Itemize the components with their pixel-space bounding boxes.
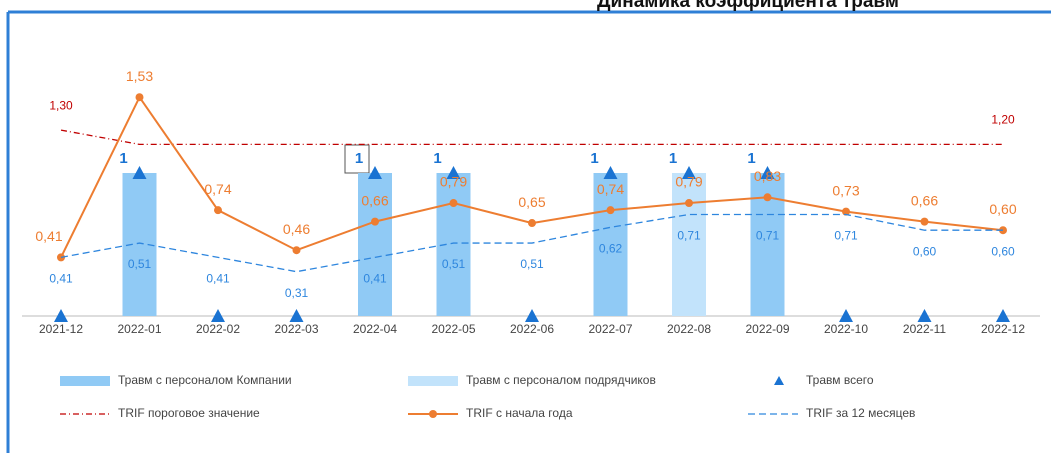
selection-box (344, 144, 370, 174)
point (685, 199, 693, 208)
data-label: 0,66 (361, 192, 388, 208)
x-tick-label: 2022-11 (903, 322, 946, 336)
legend-label: Травм с персоналом подрядчиков (466, 373, 656, 387)
x-tick-label: 2022-07 (588, 322, 632, 336)
x-tick-label: 2022-06 (510, 322, 554, 336)
point (214, 206, 222, 215)
bar (358, 173, 392, 316)
data-label: 0,31 (285, 286, 309, 300)
triangle-marker (54, 309, 68, 322)
point (763, 193, 772, 202)
data-label: 0,41 (206, 272, 230, 286)
data-label: 1 (590, 150, 598, 167)
x-tick-label: 2022-02 (196, 322, 240, 336)
point (292, 246, 301, 255)
x-tick-label: 2022-09 (745, 322, 789, 336)
data-label: 0,71 (834, 229, 858, 243)
data-label: 0,83 (754, 168, 781, 184)
point (528, 219, 536, 228)
data-label: 1 (433, 150, 441, 167)
data-label: 0,74 (597, 181, 624, 197)
data-label: 0,71 (756, 229, 780, 243)
data-label: 0,51 (442, 257, 466, 271)
data-label: 0,71 (677, 229, 701, 243)
data-label: 0,74 (204, 181, 231, 197)
data-label: 0,60 (991, 244, 1015, 258)
line (60, 95, 1004, 258)
point (135, 93, 144, 102)
triangle-marker (839, 309, 853, 322)
data-label: 0,41 (49, 272, 73, 286)
data-label: 1,20 (991, 113, 1015, 127)
data-label: 0,62 (599, 242, 623, 256)
x-tick-label: 2022-04 (353, 322, 397, 336)
triangle-marker (211, 309, 225, 322)
data-label: 0,79 (440, 174, 467, 190)
bar (436, 173, 471, 316)
data-label: 0,46 (283, 221, 310, 237)
line (60, 129, 1003, 146)
data-label: 0,60 (989, 201, 1016, 217)
line (60, 213, 1003, 273)
point (920, 217, 929, 226)
data-label: 0,79 (675, 174, 702, 190)
triangle-marker (917, 309, 932, 322)
data-label: 0,60 (913, 244, 937, 258)
triangle-marker (525, 309, 539, 322)
x-tick-label: 2022-03 (274, 322, 318, 336)
point (606, 206, 615, 215)
data-label: 0,41 (363, 272, 387, 286)
point (371, 217, 379, 226)
x-tick-label: 2022-12 (981, 322, 1025, 336)
triangle-marker (289, 309, 304, 322)
data-label: 1 (119, 150, 127, 167)
legend-swatch (408, 376, 458, 386)
chart-title: Динамика коэффициента травм (597, 0, 899, 12)
data-label: 0,66 (911, 192, 938, 208)
bar (672, 173, 706, 316)
data-label: 1,30 (49, 98, 73, 112)
point (449, 199, 458, 208)
data-label: 1 (355, 150, 363, 167)
triangle-marker (996, 309, 1010, 322)
x-tick-label: 2022-05 (431, 322, 475, 336)
triangle-marker (368, 166, 382, 179)
x-tick-label: 2022-10 (824, 322, 868, 336)
triangle-marker (446, 166, 461, 179)
data-label: 0,51 (520, 257, 544, 271)
bar (122, 173, 157, 316)
triangle-marker (132, 166, 147, 179)
legend-label: TRIF за 12 месяцев (806, 406, 915, 420)
data-label: 0,65 (518, 194, 545, 210)
bar (593, 173, 628, 316)
x-tick-label: 2022-01 (117, 322, 161, 336)
data-label: 0,73 (832, 182, 859, 198)
legend-label: TRIF пороговое значение (118, 406, 260, 420)
data-label: 0,51 (128, 257, 152, 271)
data-label: 1 (747, 150, 755, 167)
legend-swatch (774, 376, 784, 385)
x-tick-label: 2021-12 (39, 322, 83, 336)
data-label: 0,41 (35, 228, 62, 244)
data-label: 1 (669, 150, 677, 167)
legend-swatch (60, 376, 110, 386)
data-label: 1,53 (126, 68, 153, 84)
legend-label: TRIF с начала года (466, 406, 573, 420)
legend-swatch (429, 410, 437, 418)
x-tick-label: 2022-08 (667, 322, 711, 336)
legend-label: Травм всего (806, 373, 874, 387)
triangle-marker (682, 166, 696, 179)
legend-label: Травм с персоналом Компании (118, 373, 292, 387)
point (842, 207, 850, 216)
triangle-marker (760, 166, 775, 179)
triangle-marker (603, 166, 618, 179)
